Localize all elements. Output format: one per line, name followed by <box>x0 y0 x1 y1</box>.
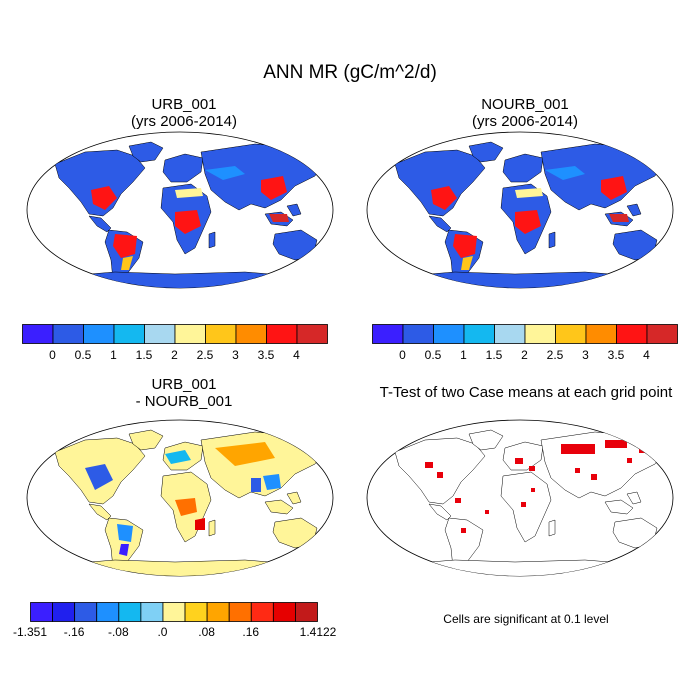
colorbar-swatch <box>52 324 84 344</box>
colorbar-tick-label: 1 <box>110 348 117 362</box>
colorbar-tick-label: 0 <box>399 348 406 362</box>
colorbar-swatch <box>52 602 76 622</box>
colorbar-tick-label: .0 <box>157 625 168 639</box>
colorbar-swatch <box>184 602 208 622</box>
colorbar-swatch <box>402 324 434 344</box>
panel-title-diff-line2: - NOURB_001 <box>135 393 233 410</box>
colorbar-tick-label: 0.5 <box>74 348 92 362</box>
colorbar-tick-label: 3.5 <box>607 348 625 362</box>
colorbar-tick-label: -1.351 <box>12 625 48 639</box>
colorbar-tick-label: 3 <box>232 348 239 362</box>
colorbar-swatch <box>118 602 142 622</box>
colorbar-tick-label: 4 <box>643 348 650 362</box>
colorbar-swatch <box>144 324 176 344</box>
colorbar-swatch <box>266 324 298 344</box>
panel-title-diff-line1: URB_001 <box>151 376 217 393</box>
colorbar-swatch <box>296 324 328 344</box>
colorbar-swatch <box>235 324 267 344</box>
colorbar-swatch <box>205 324 237 344</box>
colorbar-swatch <box>228 602 252 622</box>
colorbar-tick-label: 2 <box>171 348 178 362</box>
colorbar-tick-label: 1.4122 <box>299 625 337 639</box>
panel-title-nourb-line2: (yrs 2006-2014) <box>472 113 578 130</box>
colorbar-swatch <box>616 324 648 344</box>
colorbar-tick-label: 1.5 <box>485 348 503 362</box>
colorbar-tick-label: 0.5 <box>424 348 442 362</box>
colorbar-swatch <box>174 324 206 344</box>
colorbar-swatch <box>524 324 556 344</box>
colorbar-swatch <box>463 324 495 344</box>
colorbar-tick-label: 3 <box>582 348 589 362</box>
colorbar-swatch <box>295 602 318 622</box>
colorbar-tick-label: 1.5 <box>135 348 153 362</box>
colorbar-swatch <box>585 324 617 344</box>
colorbar-diff <box>30 602 318 622</box>
panel-title-nourb: NOURB_001 (yrs 2006-2014) <box>365 96 685 130</box>
colorbar-swatch <box>372 324 404 344</box>
colorbar-swatch <box>30 602 53 622</box>
colorbar-swatch <box>494 324 526 344</box>
colorbar-swatch <box>74 602 98 622</box>
colorbar-swatch <box>113 324 145 344</box>
significance-note: Cells are significant at 0.1 level <box>443 612 609 626</box>
colorbar-swatch <box>206 602 230 622</box>
colorbar-swatch <box>250 602 274 622</box>
colorbar-tick-label: 1 <box>460 348 467 362</box>
colorbar-tick-label: .16 <box>242 625 260 639</box>
colorbar-tick-label: 2.5 <box>196 348 214 362</box>
colorbar-diff-ticks: -1.351 -.16 -.08 .0 .08 .16 1.4122 <box>13 625 336 641</box>
panel-title-urb-line2: (yrs 2006-2014) <box>131 113 237 130</box>
colorbar-tick-label: -.08 <box>107 625 129 639</box>
panel-title-nourb-line1: NOURB_001 <box>481 96 569 113</box>
figure-title: ANN MR (gC/m^2/d) <box>263 62 437 83</box>
panel-title-ttest: T-Test of two Case means at each grid po… <box>379 384 673 401</box>
colorbar-swatch <box>162 602 186 622</box>
colorbar-swatch <box>646 324 678 344</box>
map-diff <box>26 419 334 577</box>
colorbar-swatch <box>555 324 587 344</box>
colorbar-swatch <box>140 602 164 622</box>
colorbar-tick-label: 2 <box>521 348 528 362</box>
colorbar-swatch <box>96 602 120 622</box>
colorbar-tick-label: 2.5 <box>546 348 564 362</box>
colorbar-swatch <box>83 324 115 344</box>
colorbar-tick-label: 4 <box>293 348 300 362</box>
colorbar-tick-label: 3.5 <box>257 348 275 362</box>
colorbar-nourb <box>372 324 678 344</box>
colorbar-swatch <box>272 602 296 622</box>
map-ttest <box>366 419 674 577</box>
colorbar-tick-label: -.16 <box>63 625 85 639</box>
colorbar-tick-label: 0 <box>49 348 56 362</box>
colorbar-swatch <box>22 324 54 344</box>
panel-title-diff: URB_001 - NOURB_001 <box>24 376 344 410</box>
map-nourb <box>366 131 674 289</box>
colorbar-urb <box>22 324 328 344</box>
colorbar-tick-label: .08 <box>198 625 215 639</box>
colorbar-swatch <box>433 324 465 344</box>
panel-title-urb: URB_001 (yrs 2006-2014) <box>24 96 344 130</box>
panel-title-urb-line1: URB_001 <box>151 96 217 113</box>
map-urb <box>26 131 334 289</box>
colorbar-nourb-ticks: 0 0.5 1 1.5 2 2.5 3 3.5 4 <box>372 348 678 364</box>
colorbar-urb-ticks: 0 0.5 1 1.5 2 2.5 3 3.5 4 <box>22 348 328 364</box>
